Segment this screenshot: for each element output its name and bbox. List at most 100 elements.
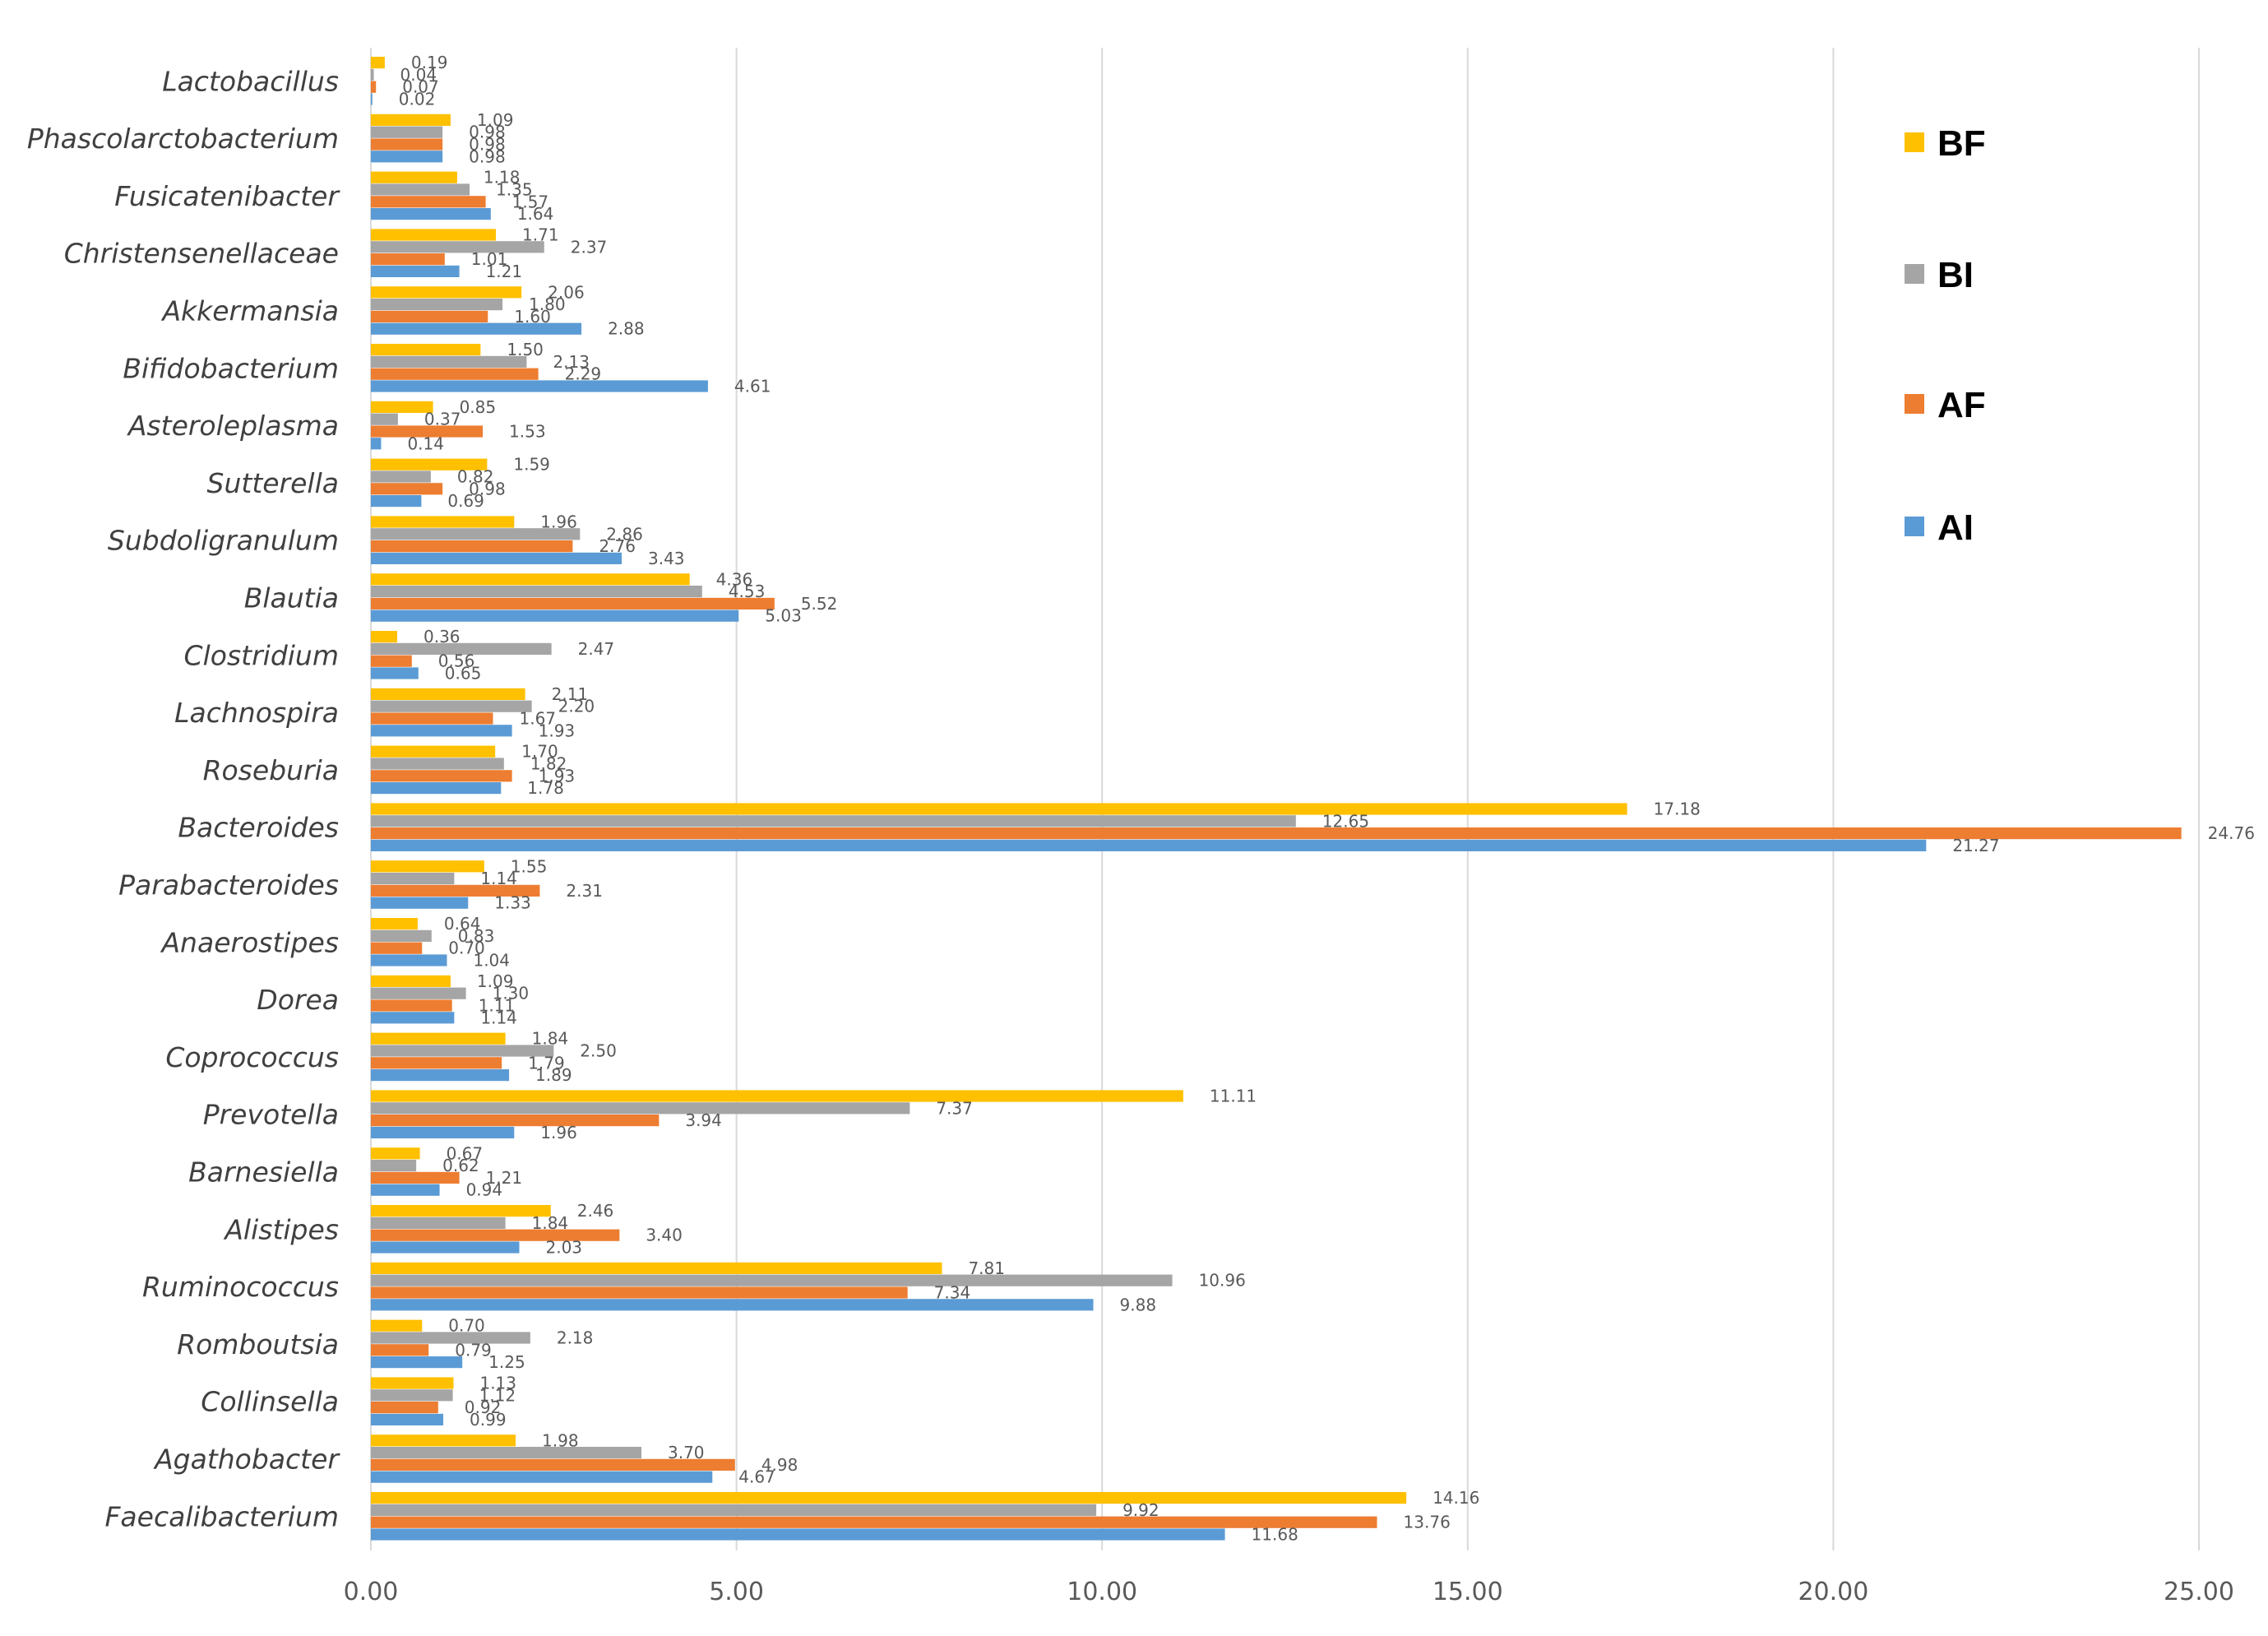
bar-af <box>371 81 377 93</box>
bar-bf <box>371 57 385 69</box>
bar-ai <box>371 667 419 679</box>
data-label: 0.70 <box>448 938 485 958</box>
legend-label-bi: BI <box>1937 255 1974 295</box>
data-label: 1.01 <box>471 249 508 269</box>
bar-af <box>371 597 775 609</box>
bar-bf <box>371 688 525 700</box>
bar-ai <box>371 380 708 392</box>
bar-bi <box>371 987 466 999</box>
bar-bi <box>371 68 374 81</box>
bar-bf <box>371 918 418 930</box>
data-label: 1.12 <box>479 1385 516 1405</box>
x-tick-label: 5.00 <box>709 1578 764 1606</box>
data-label: 2.46 <box>577 1201 614 1221</box>
bar-af <box>371 425 484 438</box>
bar-ai <box>371 1356 463 1369</box>
bar-af <box>371 368 539 380</box>
data-label: 1.21 <box>486 262 523 281</box>
category-label: Sutterella <box>207 467 339 499</box>
data-label: 1.55 <box>511 856 548 876</box>
data-label: 1.96 <box>540 1123 577 1142</box>
data-label: 4.98 <box>761 1455 798 1475</box>
bar-af <box>371 1171 460 1184</box>
data-label: 1.67 <box>519 709 556 729</box>
data-label: 0.02 <box>399 90 436 109</box>
bar-ai <box>371 1471 713 1483</box>
data-label: 10.96 <box>1199 1271 1246 1291</box>
bar-af <box>371 884 540 897</box>
bar-bf <box>371 171 457 183</box>
bar-ai <box>371 609 739 622</box>
data-label: 0.83 <box>458 926 495 946</box>
data-label: 0.69 <box>447 491 484 511</box>
bar-af <box>371 1458 735 1471</box>
bar-bi <box>371 1045 554 1057</box>
data-label: 0.98 <box>469 123 506 142</box>
data-label: 2.88 <box>608 319 645 339</box>
data-label: 1.13 <box>479 1374 516 1393</box>
data-label: 3.40 <box>646 1226 683 1245</box>
data-label: 0.67 <box>447 1143 484 1163</box>
bar-ai <box>371 1413 444 1425</box>
category-label: Collinsella <box>201 1386 339 1418</box>
bar-bi <box>371 1217 506 1229</box>
bar-bi <box>371 1160 417 1172</box>
bar-bi <box>371 758 504 770</box>
x-tick-label: 0.00 <box>344 1578 399 1606</box>
bar-af <box>371 310 488 322</box>
x-tick-label: 15.00 <box>1433 1578 1503 1606</box>
data-label: 0.99 <box>470 1410 507 1430</box>
bar-bi <box>371 470 431 483</box>
data-label: 11.11 <box>1210 1087 1257 1106</box>
category-label: Fusicatenibacter <box>114 180 340 212</box>
bar-bf <box>371 1147 420 1160</box>
data-label: 1.18 <box>484 168 521 188</box>
bar-ai <box>371 322 582 335</box>
bar-bi <box>371 1504 1097 1516</box>
category-label: Bacteroides <box>178 812 339 844</box>
data-label: 11.68 <box>1252 1525 1298 1545</box>
bar-ai <box>371 1299 1094 1311</box>
data-label: 7.37 <box>936 1098 973 1118</box>
bar-bf <box>371 745 496 758</box>
category-label: Dorea <box>257 984 339 1016</box>
data-label: 0.98 <box>469 146 506 166</box>
data-label: 1.59 <box>513 455 550 475</box>
bar-bf <box>371 1434 516 1447</box>
data-label: 1.70 <box>521 742 558 762</box>
bar-af <box>371 999 452 1012</box>
bar-af <box>371 1344 429 1356</box>
legend-swatch-bf <box>1905 132 1924 152</box>
legend-swatch-bi <box>1905 264 1924 284</box>
data-label: 4.36 <box>716 569 753 589</box>
bar-af <box>371 712 493 725</box>
bar-af <box>371 253 445 266</box>
bar-ai <box>371 151 443 163</box>
bar-ai <box>371 839 1927 851</box>
data-label: 2.18 <box>557 1328 594 1348</box>
bar-bi <box>371 1332 530 1344</box>
data-label: 0.56 <box>438 651 475 671</box>
bar-ai <box>371 1528 1225 1541</box>
bar-ai <box>371 93 373 105</box>
legend-label-af: AF <box>1937 385 1986 425</box>
data-label: 1.93 <box>539 766 576 786</box>
data-label: 21.27 <box>1952 836 1999 855</box>
bar-af <box>371 770 512 782</box>
bar-bf <box>371 1090 1183 1102</box>
bar-ai <box>371 265 460 277</box>
data-label: 2.86 <box>606 524 643 544</box>
bar-af <box>371 1516 1377 1528</box>
bar-bf <box>371 860 484 873</box>
bar-ai <box>371 208 491 220</box>
legend-label-bf: BF <box>1937 123 1986 164</box>
data-label: 1.82 <box>530 754 567 774</box>
data-label: 4.61 <box>734 377 771 396</box>
category-label: Lactobacillus <box>162 65 339 97</box>
data-label: 13.76 <box>1404 1513 1451 1532</box>
bar-bf <box>371 1032 506 1045</box>
data-label: 0.19 <box>411 53 448 72</box>
data-label: 2.50 <box>580 1041 617 1061</box>
data-label: 1.80 <box>529 294 566 314</box>
